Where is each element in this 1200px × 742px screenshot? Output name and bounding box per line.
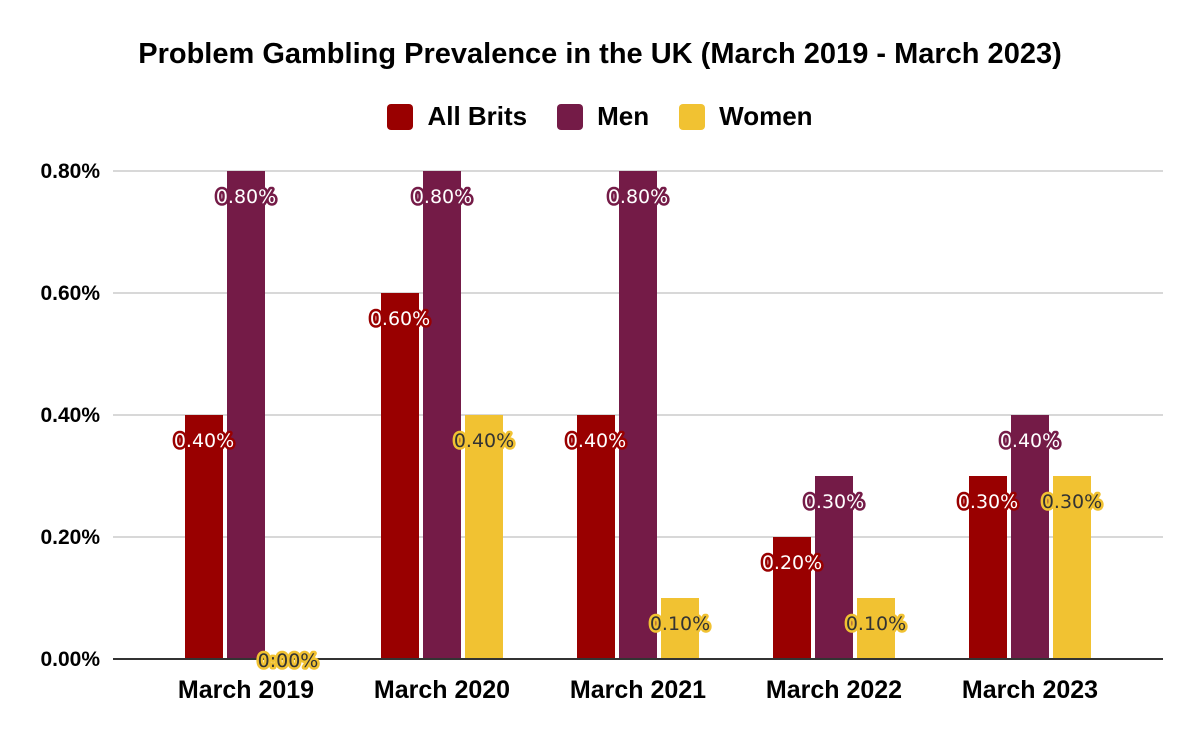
data-label-women-march-2020: 0.40% [454, 430, 514, 452]
data-labels: 0.40% 0.80% 0:00% 0.60% 0.80% 0.40% 0.40% 0.80%… [171, 184, 1104, 675]
data-label-men-march-2022: 0.30% [804, 491, 864, 513]
bar-women-march-2023 [1053, 476, 1091, 659]
data-label-women-march-2023: 0.30% [1042, 491, 1102, 513]
data-label-women-march-2021: 0.10% [650, 613, 710, 635]
y-tick-label: 0.80% [40, 160, 100, 183]
x-tick-label: March 2020 [374, 676, 510, 704]
y-tick-label: 0.00% [40, 648, 100, 671]
x-tick-label: March 2019 [178, 676, 314, 704]
x-tick-label: March 2022 [766, 676, 902, 704]
y-tick-label: 0.40% [40, 404, 100, 427]
data-label-all-brits-march-2019: 0.40% [174, 430, 234, 452]
bar-men-march-2019 [227, 171, 265, 659]
bar-all-brits-march-2020 [381, 293, 419, 659]
chart-title: Problem Gambling Prevalence in the UK (M… [138, 38, 1062, 70]
bar-all-brits-march-2023 [969, 476, 1007, 659]
bar-men-march-2021 [619, 171, 657, 659]
data-label-men-march-2023: 0.40% [1000, 430, 1060, 452]
bar-men-march-2022 [815, 476, 853, 659]
data-label-men-march-2020: 0.80% [412, 186, 472, 208]
y-tick-label: 0.20% [40, 526, 100, 549]
legend-label-all-brits: All Brits [427, 101, 528, 131]
legend: All Brits Men Women [0, 101, 1200, 132]
bar-women-march-2021 [661, 598, 699, 659]
y-tick-label: 0.60% [40, 282, 100, 305]
data-label-all-brits-march-2023: 0.30% [958, 491, 1018, 513]
bar-all-brits-march-2019 [185, 415, 223, 659]
data-label-all-brits-march-2020: 0.60% [370, 308, 430, 330]
legend-label-men: Men [597, 101, 650, 131]
data-label-all-brits-march-2022: 0.20% [762, 552, 822, 574]
y-axis-ticks: 0.00% 0.20% 0.40% 0.60% 0.80% [40, 160, 100, 671]
x-tick-label: March 2023 [962, 676, 1098, 704]
x-tick-label: March 2021 [570, 676, 706, 704]
bar-men-march-2023 [1011, 415, 1049, 659]
bar-women-march-2020 [465, 415, 503, 659]
data-label-men-march-2021: 0.80% [608, 186, 668, 208]
legend-swatch-all-brits [387, 103, 414, 130]
legend-item-men: Men [557, 101, 649, 132]
bar-women-march-2022 [857, 598, 895, 659]
bars [185, 171, 1091, 659]
legend-item-women: Women [679, 101, 813, 132]
bar-men-march-2020 [423, 171, 461, 659]
data-label-women-march-2022: 0.10% [846, 613, 906, 635]
legend-swatch-men [557, 103, 584, 130]
data-label-women-march-2019: 0:00% [258, 650, 319, 672]
legend-swatch-women [679, 103, 706, 130]
data-label-men-march-2019: 0.80% [216, 186, 276, 208]
legend-item-all-brits: All Brits [387, 101, 527, 132]
data-label-all-brits-march-2021: 0.40% [566, 430, 626, 452]
bar-all-brits-march-2021 [577, 415, 615, 659]
bar-all-brits-march-2022 [773, 537, 811, 659]
legend-label-women: Women [719, 101, 813, 131]
x-axis-ticks: March 2019 March 2020 March 2021 March 2022… [178, 676, 1098, 704]
